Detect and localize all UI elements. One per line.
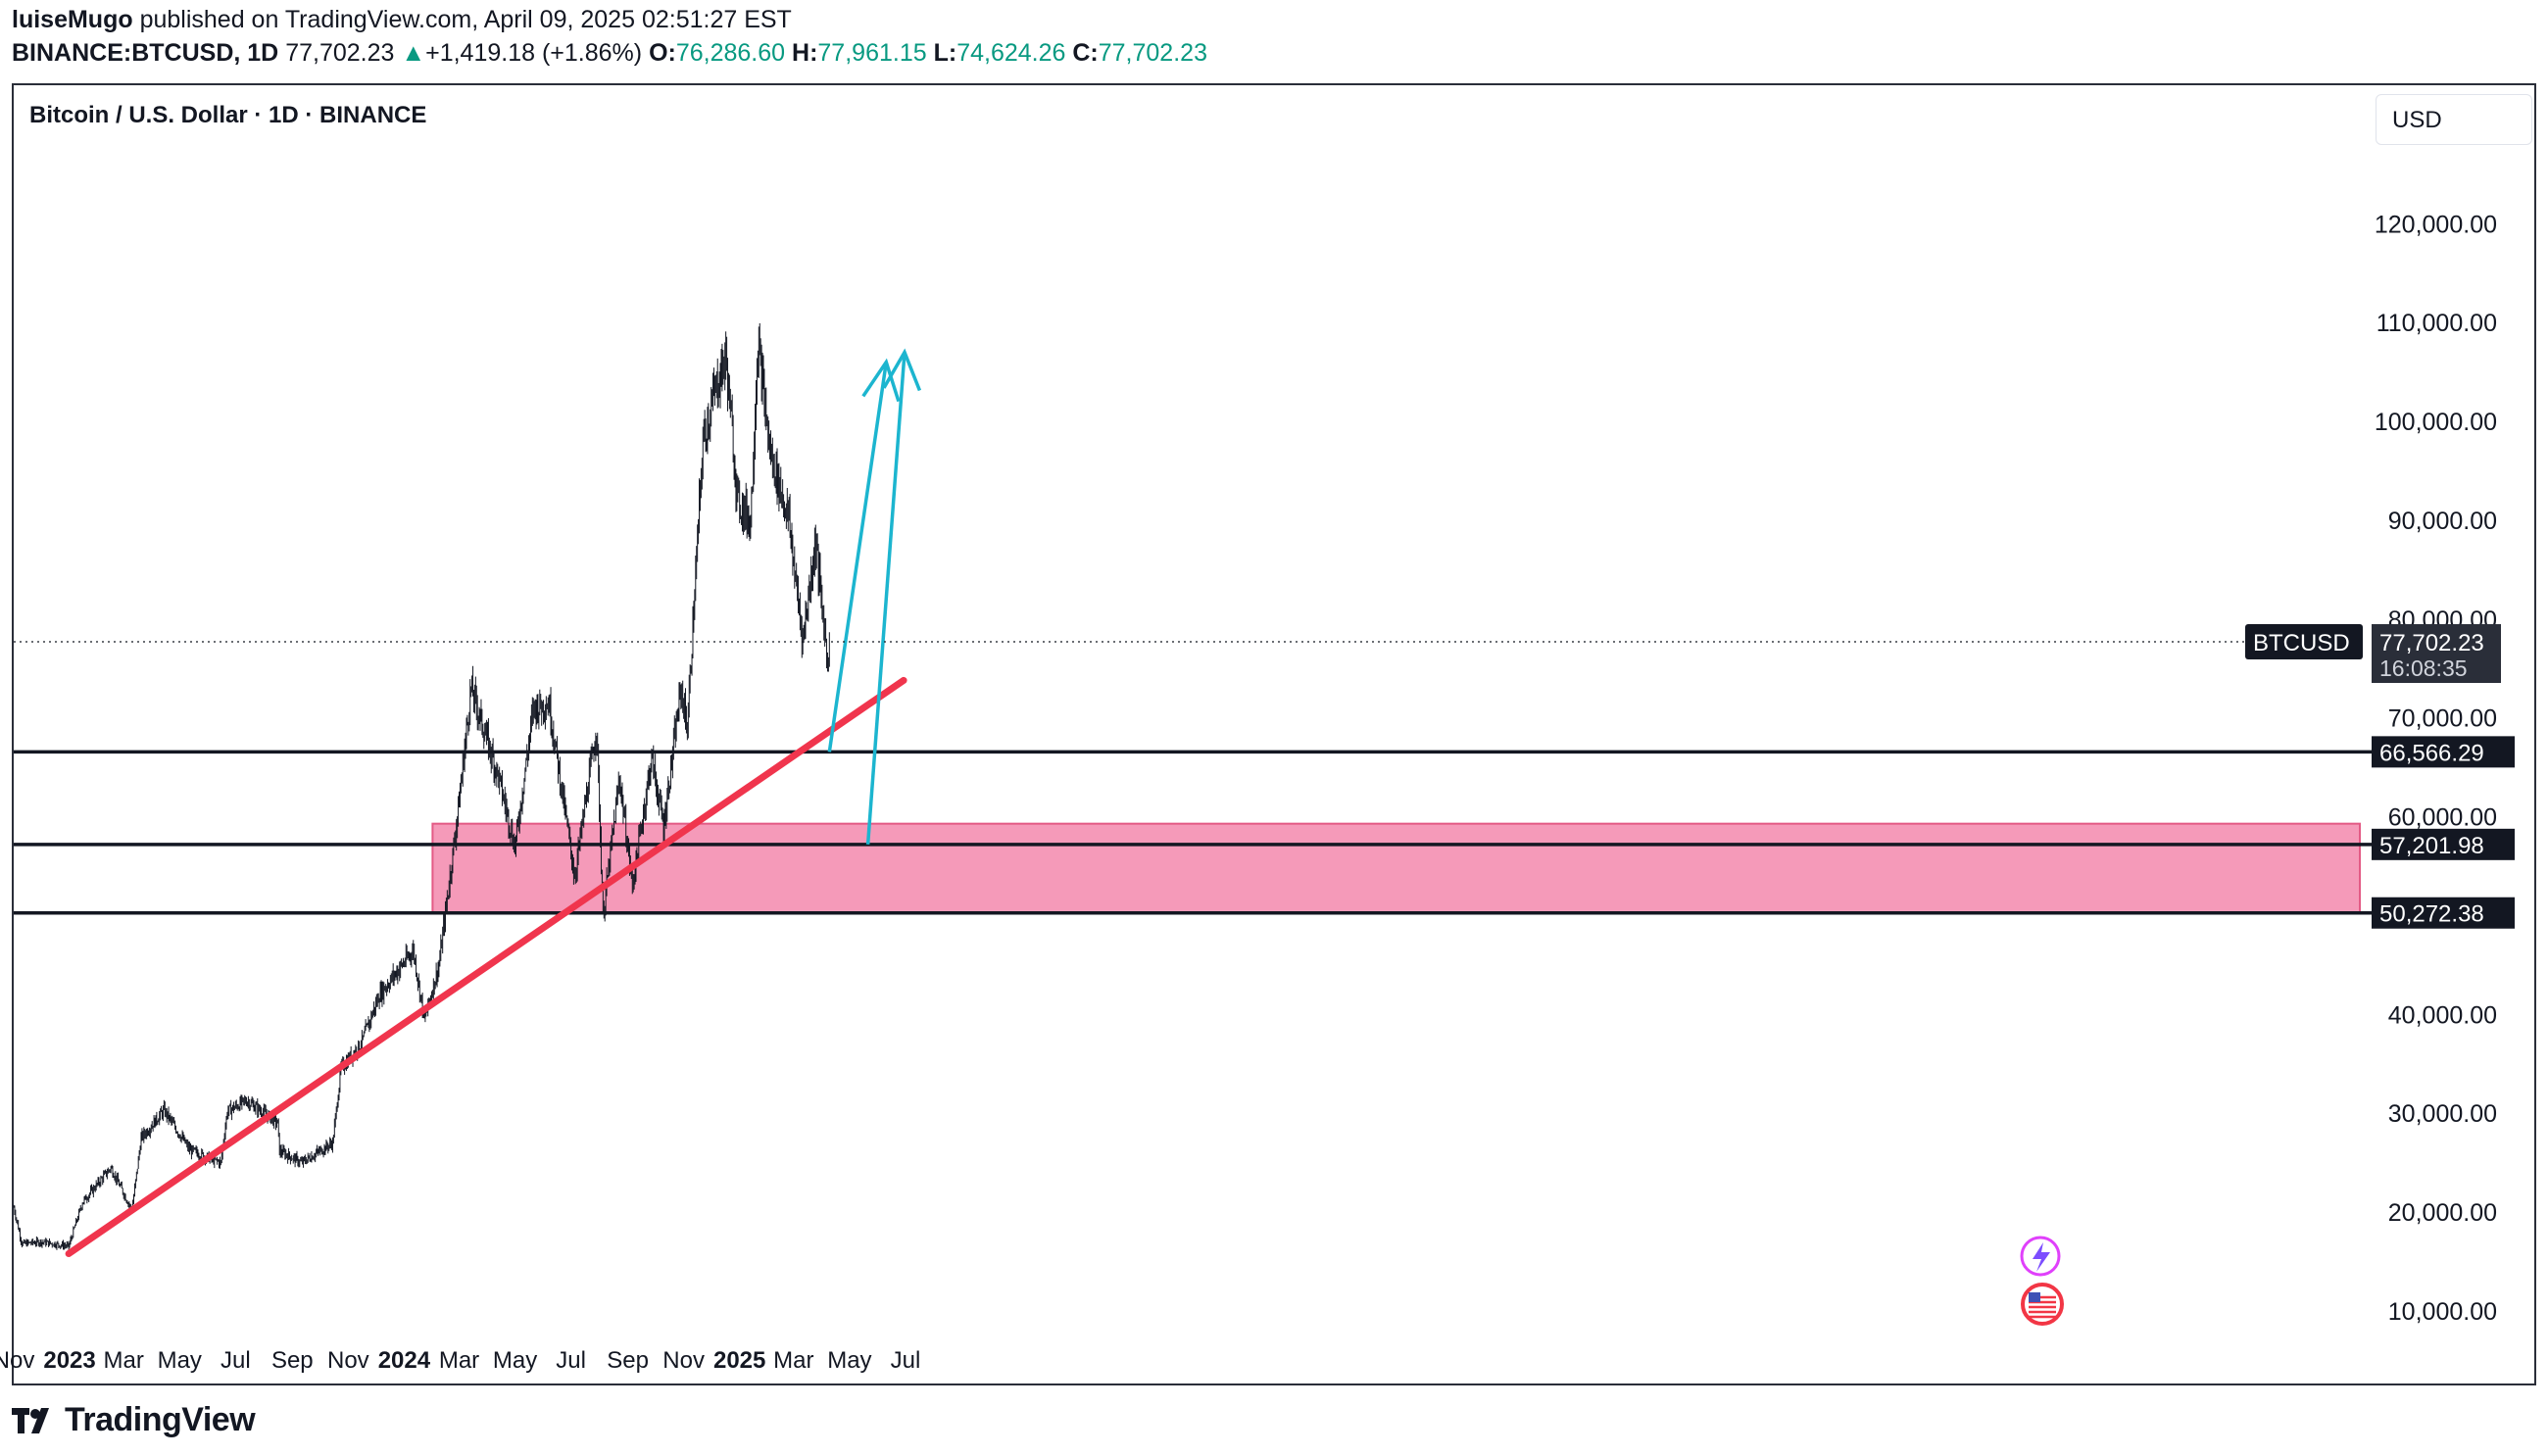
y-tick-label: 120,000.00 [2375,211,2497,238]
y-tick-label: 70,000.00 [2388,705,2497,733]
open-label: O: [649,39,676,67]
symbol-tag-label: BTCUSD [2253,630,2350,656]
level-price-box [2372,897,2515,929]
x-tick-label: Jul [891,1347,921,1374]
y-tick-label: 40,000.00 [2388,1001,2497,1029]
x-tick-label: Mar [439,1347,479,1374]
y-tick-label: 60,000.00 [2388,804,2497,832]
published-text: published on TradingView.com, April 09, … [139,6,792,33]
x-tick-label: Nov [0,1347,34,1374]
x-tick-label: Mar [773,1347,813,1374]
publisher-name: luiseMugo [12,6,133,33]
support-zone [431,822,2362,914]
ohlc-legend: BINANCE:BTCUSD, 1D 77,702.23 ▲+1,419.18 … [12,39,1207,68]
x-tick-label: Mar [104,1347,144,1374]
x-tick-label: Nov [662,1347,705,1374]
last-price-text: 77,702.23 [285,39,395,67]
footer-brand: TradingView [65,1401,256,1438]
level-price-label: 57,201.98 [2379,833,2484,859]
high-value: 77,961.15 [817,39,927,67]
x-tick-label: Sep [607,1347,649,1374]
arrow-head [861,358,901,403]
x-tick-label: 2023 [43,1347,95,1374]
x-tick-label: May [158,1347,202,1374]
y-tick-label: 10,000.00 [2388,1298,2497,1326]
open-value: 76,286.60 [675,39,786,67]
last-price-label: 77,702.23 [2379,630,2484,656]
tradingview-logo[interactable]: TradingView [12,1401,256,1439]
chart-title: Bitcoin / U.S. Dollar · 1D · BINANCE [29,102,427,128]
level-price-label: 66,566.29 [2379,740,2484,766]
projection-arrow [865,352,906,845]
x-tick-label: Nov [327,1347,369,1374]
tradingview-mark-icon [12,1407,49,1433]
up-triangle-icon: ▲ [401,39,426,67]
high-label: H: [792,39,818,67]
x-tick-label: Sep [271,1347,314,1374]
x-tick-label: 2025 [713,1347,765,1374]
symbol-label: BINANCE:BTCUSD, 1D [12,39,279,67]
low-label: L: [933,39,957,67]
y-tick-label: 110,000.00 [2376,310,2497,337]
y-tick-label: 100,000.00 [2375,409,2497,436]
y-tick-label: 20,000.00 [2388,1199,2497,1227]
close-label: C: [1072,39,1099,67]
x-tick-label: May [827,1347,871,1374]
level-price-box [2372,828,2515,860]
arrow-head [882,348,922,392]
flag-canton [2029,1292,2040,1302]
currency-button[interactable]: USD [2376,94,2532,145]
close-value: 77,702.23 [1098,39,1207,67]
low-value: 74,624.26 [956,39,1066,67]
level-price-label: 50,272.38 [2379,901,2484,928]
x-tick-label: 2024 [378,1347,431,1374]
x-tick-label: Jul [220,1347,251,1374]
lightning-bolt-icon [2033,1242,2050,1272]
x-tick-label: Jul [556,1347,586,1374]
chart-frame [12,83,2536,1385]
x-tick-label: May [493,1347,537,1374]
last-price-box [2372,624,2501,684]
symbol-tag-box [2245,624,2363,660]
candles [13,322,830,1250]
level-price-box [2372,736,2515,768]
publish-info: luiseMugo published on TradingView.com, … [12,6,792,34]
change-text: +1,419.18 (+1.86%) [425,39,643,67]
countdown-label: 16:08:35 [2379,655,2468,681]
trendline [65,676,907,1257]
y-tick-label: 90,000.00 [2388,508,2497,535]
y-tick-label: 30,000.00 [2388,1100,2497,1128]
projection-arrow [827,362,889,752]
